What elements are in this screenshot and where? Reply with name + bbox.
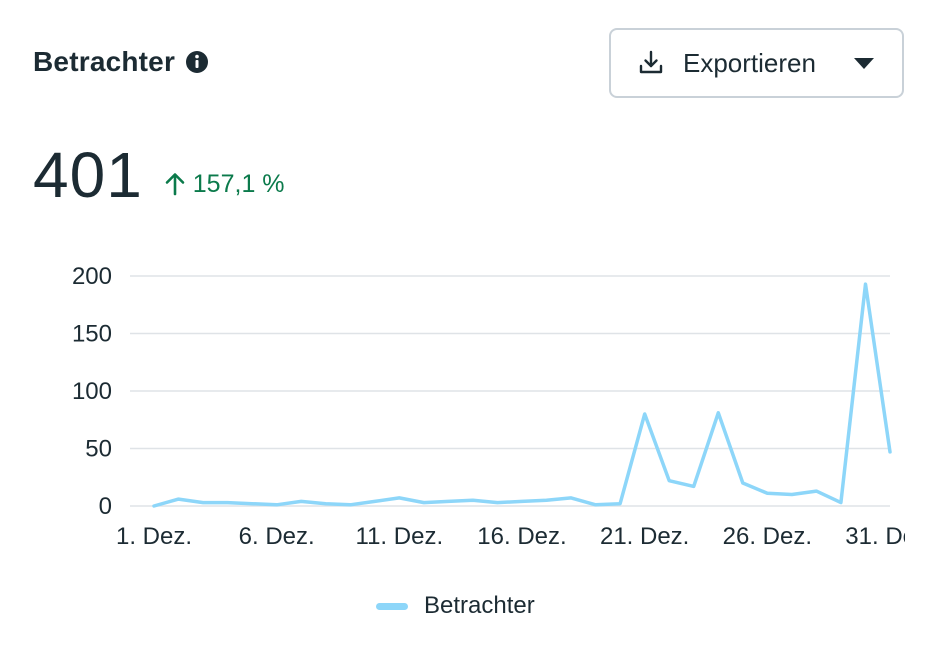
chart-grid bbox=[130, 275, 890, 507]
data-point[interactable] bbox=[222, 497, 234, 509]
info-circle-icon[interactable] bbox=[185, 50, 209, 74]
data-point[interactable] bbox=[271, 499, 283, 511]
card-header: Betrachter bbox=[33, 46, 209, 78]
metric-value: 401 bbox=[33, 139, 143, 211]
export-button[interactable]: Exportieren bbox=[609, 28, 904, 98]
arrow-up-icon bbox=[163, 171, 187, 197]
y-tick-label: 50 bbox=[85, 436, 112, 463]
data-point[interactable] bbox=[344, 499, 356, 511]
data-point[interactable] bbox=[369, 495, 381, 507]
data-point[interactable] bbox=[491, 497, 503, 509]
x-tick-label: 21. Dez. bbox=[600, 523, 689, 550]
y-tick-label: 0 bbox=[99, 493, 112, 520]
data-point[interactable] bbox=[737, 477, 749, 489]
data-point[interactable] bbox=[688, 480, 700, 492]
export-label: Exportieren bbox=[683, 47, 816, 78]
x-tick-label: 16. Dez. bbox=[477, 523, 566, 550]
data-point[interactable] bbox=[442, 495, 454, 507]
metric-summary: 401 157,1 % bbox=[33, 138, 285, 212]
data-point[interactable] bbox=[884, 446, 896, 458]
data-point[interactable] bbox=[565, 492, 577, 504]
caret-down-icon bbox=[854, 58, 874, 69]
data-point[interactable] bbox=[541, 494, 553, 506]
delta-badge: 157,1 % bbox=[163, 170, 285, 199]
data-point[interactable] bbox=[148, 500, 160, 512]
data-point[interactable] bbox=[639, 408, 651, 420]
data-point[interactable] bbox=[320, 498, 332, 510]
series-layer bbox=[148, 278, 896, 512]
legend-label: Betrachter bbox=[424, 592, 535, 619]
data-point[interactable] bbox=[859, 278, 871, 290]
chart-legend[interactable]: Betrachter bbox=[376, 592, 535, 620]
data-point[interactable] bbox=[712, 407, 724, 419]
legend-swatch bbox=[376, 602, 408, 610]
data-point[interactable] bbox=[786, 489, 798, 501]
card-title: Betrachter bbox=[33, 46, 176, 77]
x-tick-label: 26. Dez. bbox=[723, 523, 812, 550]
y-tick-label: 150 bbox=[72, 321, 112, 348]
data-point[interactable] bbox=[835, 497, 847, 509]
data-point[interactable] bbox=[516, 495, 528, 507]
data-point[interactable] bbox=[393, 492, 405, 504]
y-axis: 0 50 100 150 200 bbox=[72, 263, 112, 520]
delta-value: 157,1 % bbox=[192, 169, 285, 198]
y-tick-label: 100 bbox=[72, 378, 112, 405]
series-line bbox=[152, 282, 892, 508]
data-point[interactable] bbox=[418, 497, 430, 509]
data-point[interactable] bbox=[663, 475, 675, 487]
data-point[interactable] bbox=[810, 485, 822, 497]
data-point[interactable] bbox=[614, 498, 626, 510]
data-point[interactable] bbox=[246, 498, 258, 510]
data-point[interactable] bbox=[173, 493, 185, 505]
data-point[interactable] bbox=[761, 487, 773, 499]
data-point[interactable] bbox=[295, 495, 307, 507]
data-point[interactable] bbox=[197, 497, 209, 509]
x-axis: 1. Dez. 6. Dez. 11. Dez. 16. Dez. 21. Dez. 26… bbox=[116, 523, 930, 550]
y-tick-label: 200 bbox=[72, 263, 112, 290]
line-chart: 0 50 100 150 200 1. Dez. 6. Dez. 11. Dez. 16. D… bbox=[72, 263, 930, 550]
x-tick-label: 1. Dez. bbox=[116, 523, 192, 550]
x-tick-label: 31. Dez. bbox=[845, 523, 930, 550]
x-tick-label: 11. Dez. bbox=[356, 523, 444, 550]
x-tick-label: 6. Dez. bbox=[239, 523, 315, 550]
download-icon bbox=[637, 49, 665, 77]
data-point[interactable] bbox=[467, 494, 479, 506]
data-point[interactable] bbox=[590, 499, 602, 511]
